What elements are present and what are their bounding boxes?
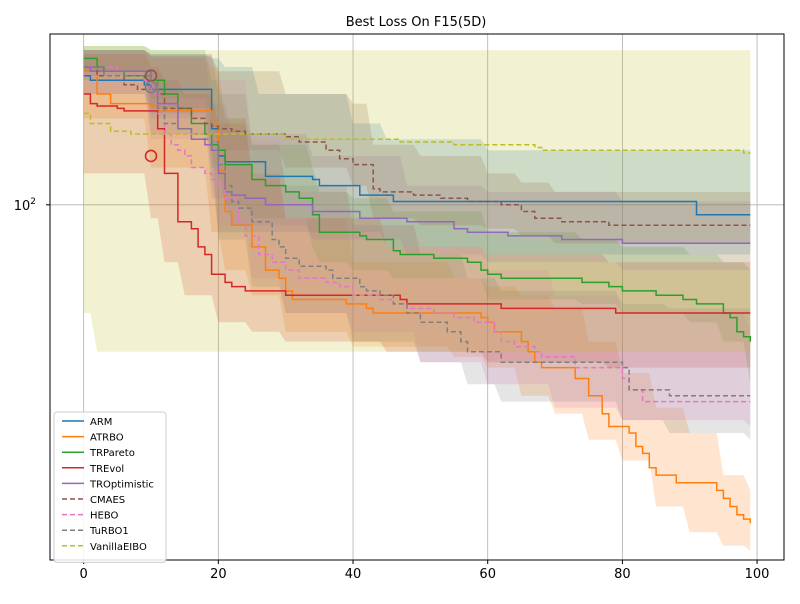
series-line-hebo [83, 66, 751, 403]
band-turbo1 [83, 50, 751, 440]
legend-label: VanillaEIBO [90, 542, 147, 553]
series-line-turbo1 [83, 66, 751, 397]
legend-label: TREvol [89, 464, 124, 475]
band-atrbo [83, 54, 751, 551]
legend-label: TuRBO1 [89, 526, 129, 537]
series-line-cmaes [83, 66, 751, 226]
legend-box [53, 411, 167, 563]
series-line-troptimistic [83, 66, 751, 244]
band-arm [83, 50, 751, 255]
legend-label: TROptimistic [89, 479, 154, 490]
legend-label: HEBO [90, 511, 119, 522]
highlight-markers [144, 69, 158, 163]
x-tick-label: 60 [479, 567, 496, 582]
band-troptimistic [83, 50, 751, 271]
band-trpareto [83, 46, 751, 385]
y-tick-label: 102 [14, 197, 36, 214]
x-tick-label: 40 [345, 567, 362, 582]
chart-title: Best Loss On F15(5D) [346, 15, 487, 30]
series-line-vanillaeibo [83, 112, 751, 154]
band-vanillaeibo [83, 46, 751, 352]
confidence-bands [83, 46, 751, 551]
series-line-trevol [83, 93, 751, 314]
legend-label: CMAES [90, 495, 125, 506]
band-hebo [83, 50, 751, 427]
series-lines [83, 57, 752, 524]
band-cmaes [83, 50, 751, 244]
grid-lines [50, 34, 784, 560]
series-line-trpareto [83, 57, 752, 342]
x-tick-label: 100 [745, 567, 770, 582]
highlight-marker [144, 80, 158, 94]
legend: ARM ATRBO TRPareto TREvol TROptimistic CMAES H… [53, 411, 167, 563]
highlight-marker [144, 149, 158, 163]
axis-ticks: 0 20 40 60 80 100 102 [14, 197, 770, 582]
band-trevol [83, 54, 751, 368]
x-tick-label: 80 [614, 567, 631, 582]
plot-frame [49, 33, 785, 561]
legend-label: ATRBO [90, 433, 124, 444]
x-tick-label: 20 [210, 567, 227, 582]
x-tick-label: 0 [80, 567, 88, 582]
legend-label: ARM [90, 417, 112, 428]
legend-label: TRPareto [89, 448, 135, 459]
